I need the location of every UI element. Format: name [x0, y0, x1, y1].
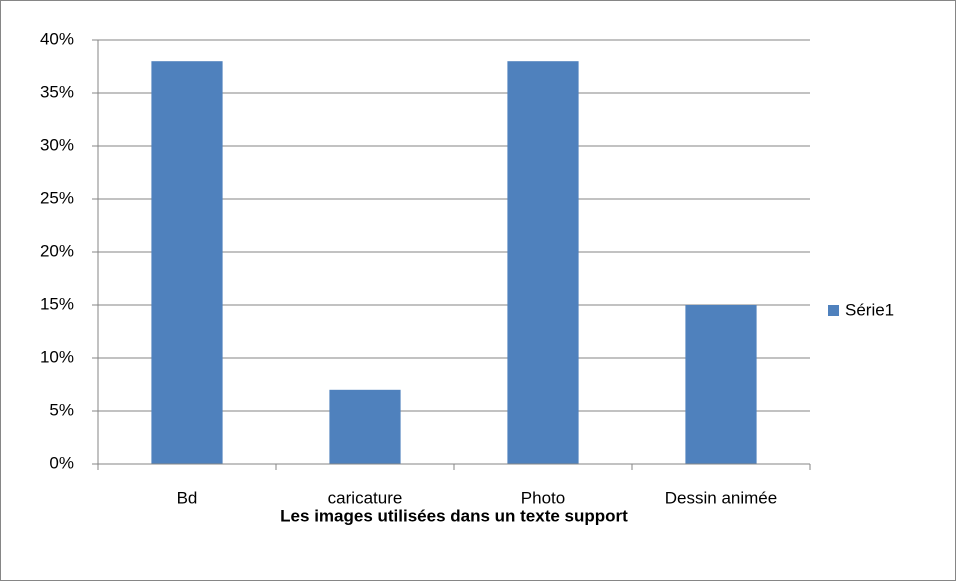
bar: [685, 305, 757, 464]
bar: [329, 389, 401, 464]
bar: [507, 61, 579, 464]
y-tick-label: 0%: [49, 453, 74, 472]
y-tick-label: 30%: [40, 135, 74, 154]
y-tick-label: 15%: [40, 294, 74, 313]
y-tick-label: 35%: [40, 82, 74, 101]
bar: [151, 61, 223, 464]
x-tick-label: Photo: [521, 488, 565, 507]
x-tick-label: Dessin animée: [665, 488, 777, 507]
y-tick-label: 25%: [40, 188, 74, 207]
y-tick-label: 5%: [49, 400, 74, 419]
y-tick-label: 40%: [40, 29, 74, 48]
x-tick-label: Bd: [177, 488, 198, 507]
y-tick-label: 20%: [40, 241, 74, 260]
x-axis-title: Les images utilisées dans un texte suppo…: [280, 506, 628, 525]
y-tick-label: 10%: [40, 347, 74, 366]
x-tick-label: caricature: [328, 488, 403, 507]
legend-label: Série1: [845, 300, 894, 319]
legend-swatch: [828, 305, 839, 316]
